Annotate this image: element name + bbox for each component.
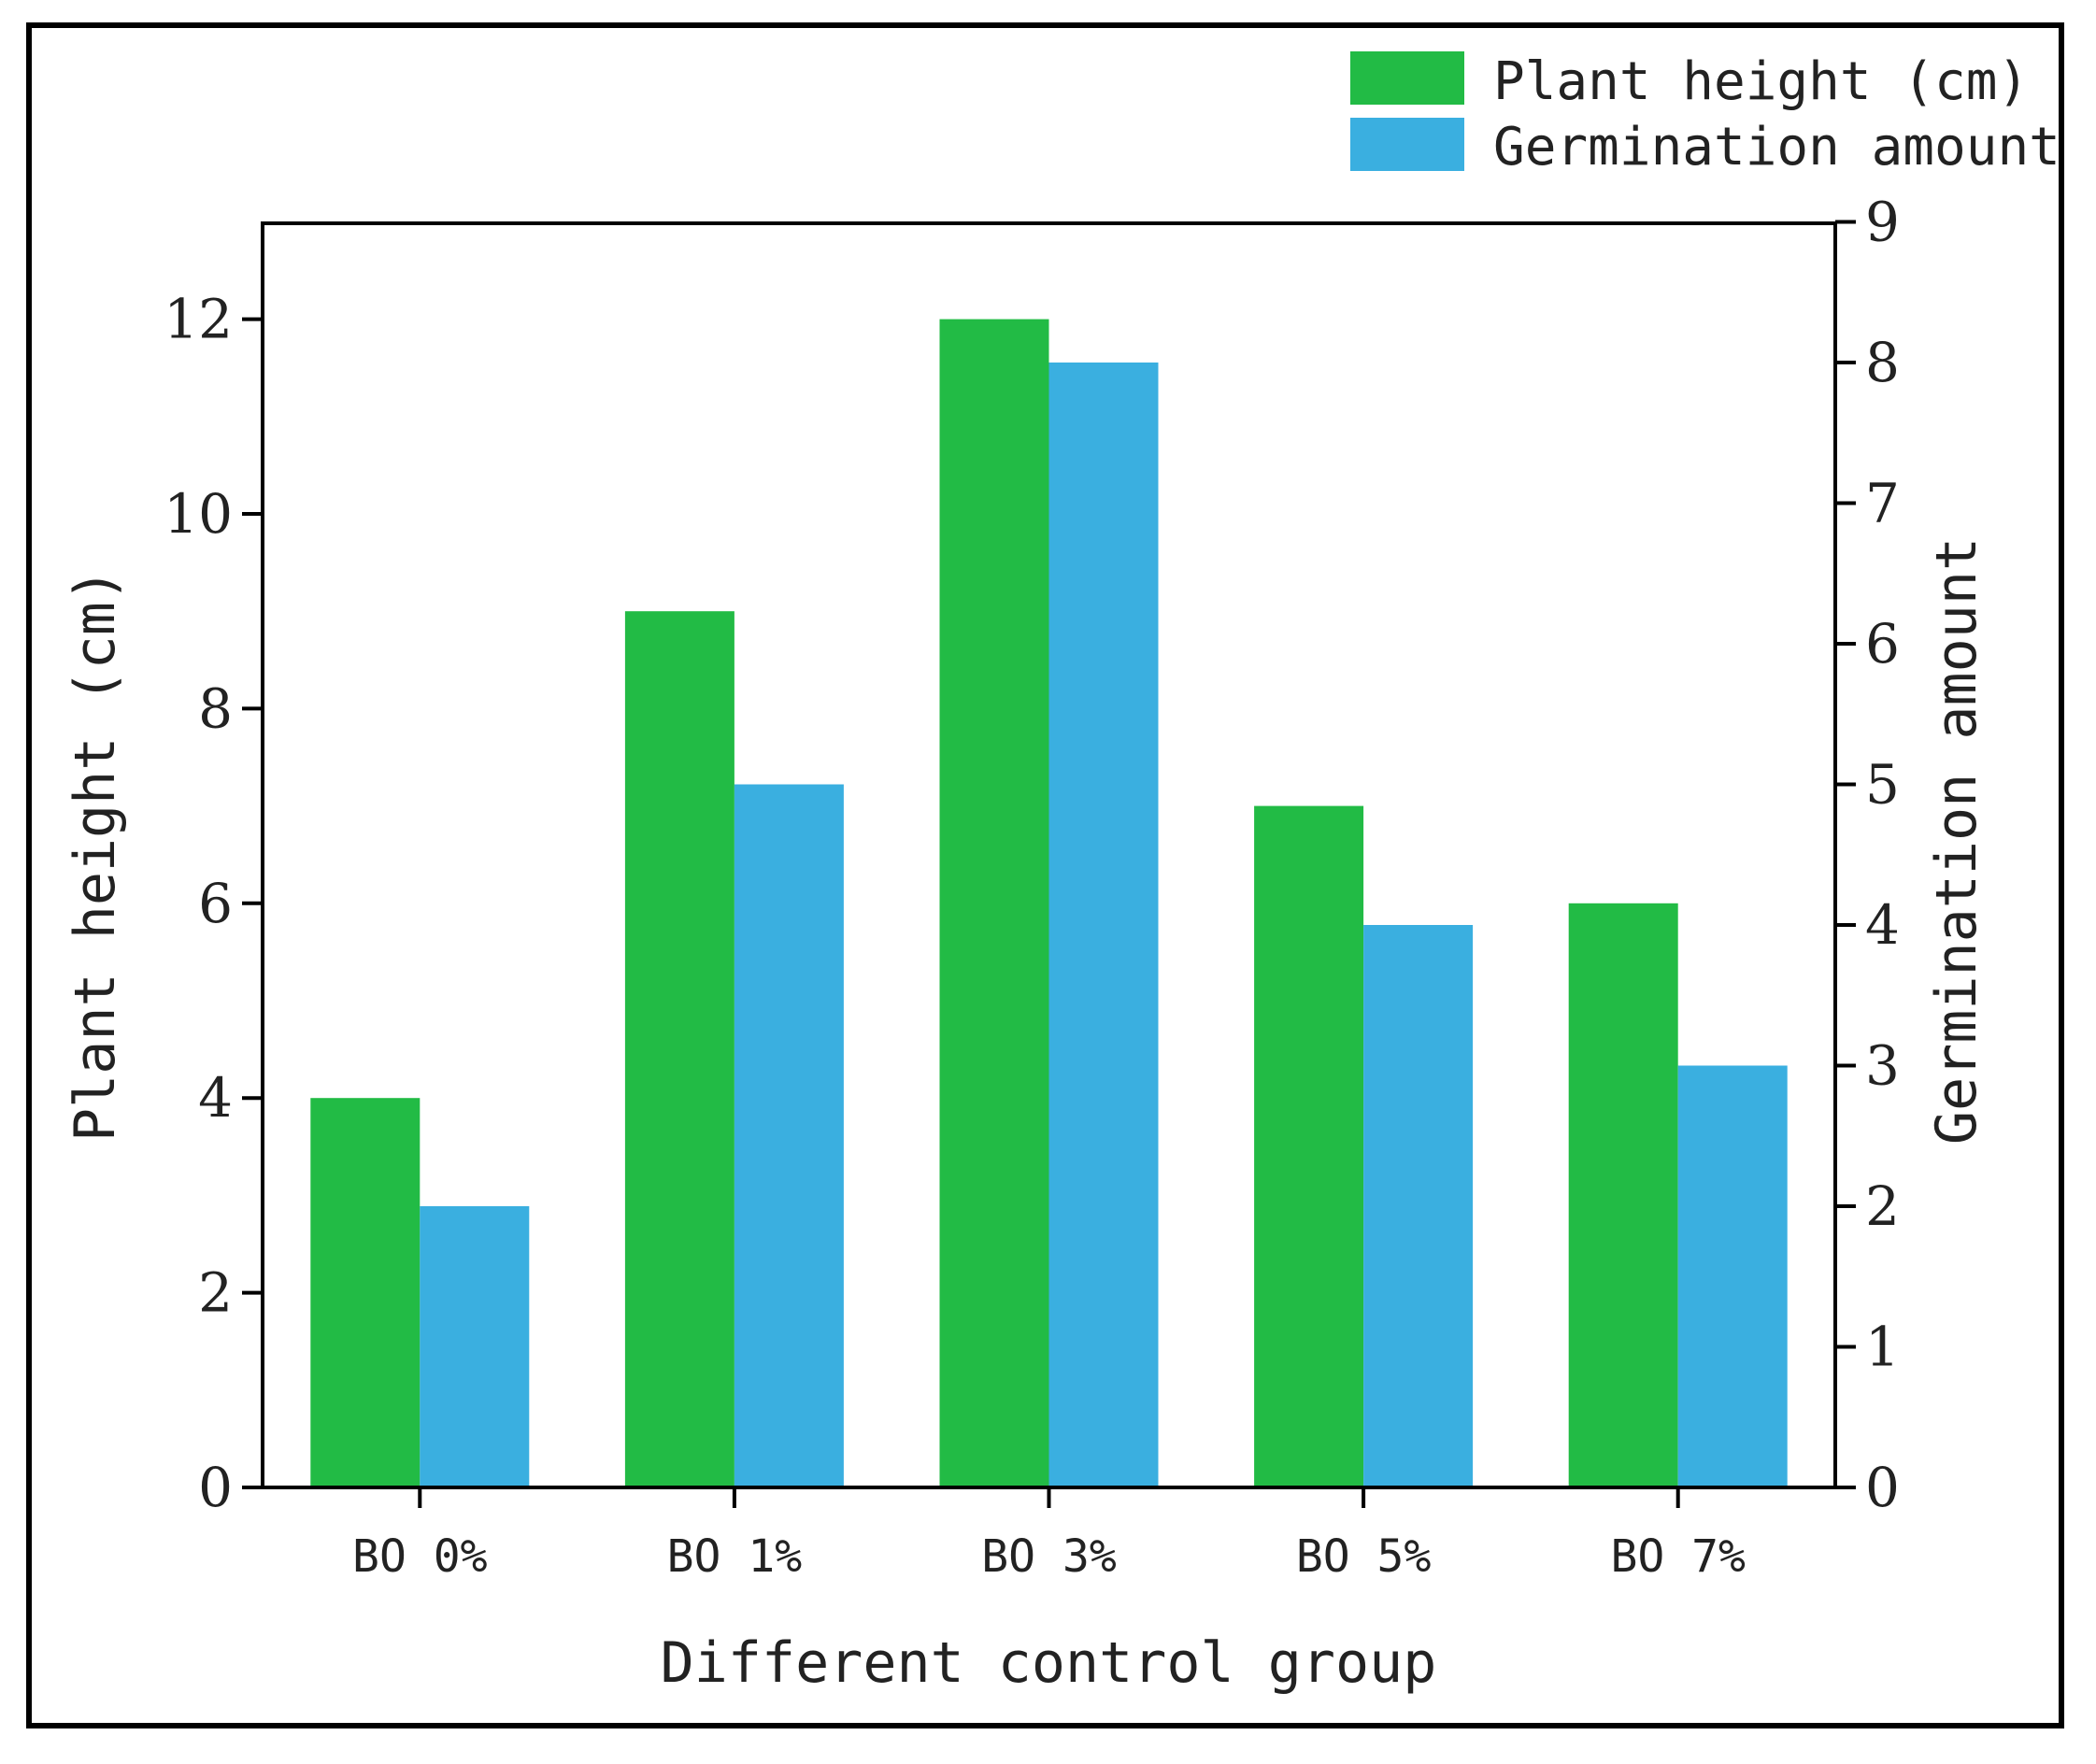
bar-plant-height-2 — [939, 319, 1049, 1488]
bar-germination-4 — [1677, 1065, 1788, 1487]
y-left-tick-label: 10 — [164, 482, 233, 546]
bar-plant-height-0 — [310, 1098, 421, 1487]
y-left-tick-label: 8 — [198, 676, 233, 740]
x-tick-label: BO 5% — [1296, 1530, 1432, 1583]
bar-germination-2 — [1048, 363, 1159, 1487]
y-right-tick-label: 1 — [1865, 1316, 1900, 1379]
y-right-tick-label: 5 — [1865, 753, 1900, 817]
x-axis-title: Different control group — [661, 1630, 1437, 1696]
figure-frame — [26, 22, 2064, 1728]
y-left-tick-label: 6 — [198, 872, 233, 935]
y-left-tick-label: 12 — [164, 288, 233, 351]
y-left-tick-label: 4 — [198, 1066, 233, 1130]
legend-label-germination: Germination amount — [1493, 117, 2060, 178]
x-tick-label: BO 1% — [667, 1530, 803, 1583]
bar-plant-height-3 — [1254, 805, 1364, 1487]
y-axis-left-title: Plant height (cm) — [63, 568, 128, 1142]
y-right-tick-label: 6 — [1865, 612, 1900, 676]
legend-label-plant-height: Plant height (cm) — [1493, 51, 2029, 112]
y-left-tick-label: 0 — [198, 1456, 233, 1519]
y-left-tick-label: 2 — [198, 1261, 233, 1325]
y-right-tick-label: 7 — [1865, 472, 1900, 535]
y-right-tick-label: 4 — [1865, 893, 1900, 957]
y-right-tick-label: 0 — [1865, 1456, 1900, 1519]
x-tick-label: BO 7% — [1610, 1530, 1746, 1583]
bar-germination-3 — [1363, 925, 1474, 1487]
y-right-tick-label: 2 — [1865, 1174, 1900, 1238]
bar-germination-1 — [734, 784, 844, 1487]
legend-swatch-plant-height — [1350, 51, 1464, 105]
y-right-tick-label: 8 — [1865, 331, 1900, 394]
bar-plant-height-1 — [624, 611, 734, 1487]
bars-group — [310, 319, 1788, 1488]
y-right-tick-label: 9 — [1865, 191, 1900, 254]
y-right-tick-label: 3 — [1865, 1034, 1900, 1098]
x-tick-label: BO 3% — [981, 1530, 1117, 1583]
bar-germination-0 — [420, 1206, 530, 1487]
y-axis-right-title: Germination amount — [1924, 537, 1989, 1145]
x-tick-label: BO 0% — [352, 1530, 488, 1583]
legend-swatch-germination — [1350, 118, 1464, 171]
bar-plant-height-4 — [1568, 903, 1678, 1487]
legend: Plant height (cm) Germination amount — [1350, 51, 2060, 178]
